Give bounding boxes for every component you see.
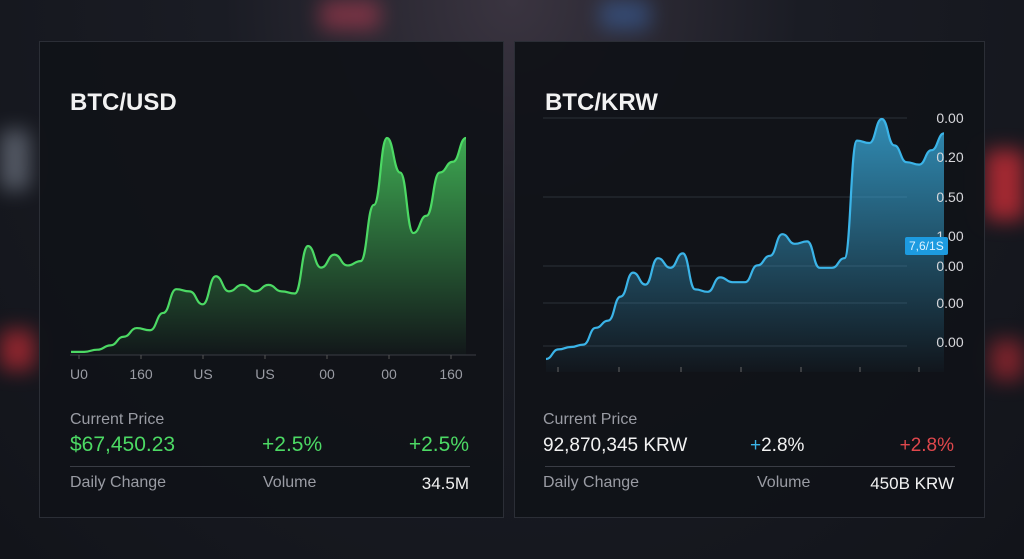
card-title: BTC/KRW: [545, 89, 658, 116]
daily-change-label: Daily Change: [543, 474, 640, 491]
y-tick-label: 0.50: [936, 189, 963, 205]
volume-label: Volume: [263, 474, 317, 491]
area-fill: [71, 138, 466, 355]
y-tick-label: 0.00: [936, 110, 963, 126]
volume-value: 450B KRW: [870, 474, 954, 493]
y-tick-label: 0.00: [936, 258, 963, 274]
price-line: [71, 136, 467, 353]
y-tick-label: 0.00: [936, 295, 963, 311]
current-price: $67,450.23: [70, 433, 176, 456]
change-number: 2.8%: [761, 435, 805, 456]
change-value: +2.8%: [899, 435, 954, 456]
x-tick-label: US: [255, 366, 274, 382]
current-price-label: Current Price: [543, 411, 638, 428]
change-value: +2.5%: [408, 433, 469, 456]
x-tick-label: 00: [381, 366, 397, 382]
y-tick-label: 0.00: [936, 334, 963, 350]
btc-krw-chart: 0.000.200.501.000.000.000.00: [543, 110, 964, 372]
current-price-label: Current Price: [70, 411, 165, 428]
area-fill: [546, 119, 944, 372]
y-tick-label: 0.20: [936, 149, 963, 165]
btc-krw-card: BTC/KRW 0.00 0.20 0.50 1.00 0.00 0.00 0.00 7,6…: [514, 41, 985, 518]
card-title: BTC/USD: [70, 89, 177, 116]
x-tick-label: 00: [319, 366, 335, 382]
current-price: 92,870,345 KRW: [543, 435, 688, 456]
x-tick-label: U0: [70, 366, 88, 382]
x-tick-label: 160: [439, 366, 463, 382]
daily-change-value: +2.5%: [262, 433, 323, 456]
price-line: [545, 117, 945, 361]
btc-usd-card: BTC/USD U0 160 US US 00 00 160 Current Price $…: [39, 41, 504, 518]
btc-usd-chart: U0 160 US US 00 00 160: [70, 136, 476, 382]
change-sign: +: [750, 435, 762, 456]
x-tick-label: 160: [129, 366, 153, 382]
divider: [545, 466, 955, 467]
daily-change-value: +2.8%: [750, 435, 804, 457]
divider: [70, 466, 470, 467]
price-tag: 7,6/1S: [905, 237, 948, 255]
volume-value: 34.5M: [421, 474, 469, 493]
x-tick-label: US: [193, 366, 212, 382]
volume-label: Volume: [757, 474, 811, 491]
daily-change-label: Daily Change: [70, 474, 167, 491]
